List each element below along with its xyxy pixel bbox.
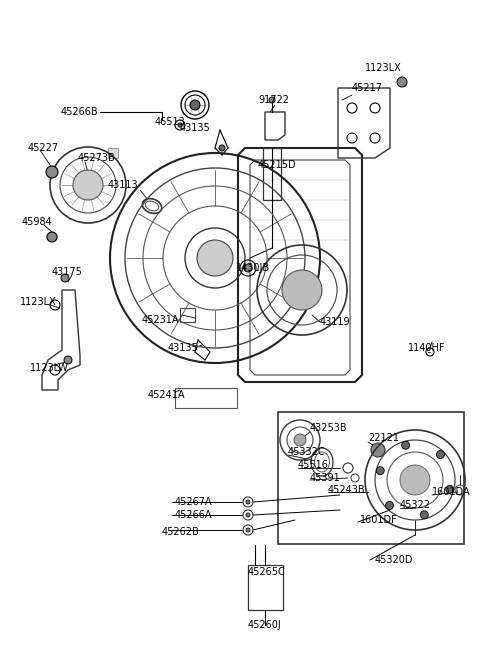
Circle shape — [397, 77, 407, 87]
Text: 91722: 91722 — [258, 95, 289, 105]
Text: 45332C: 45332C — [288, 447, 325, 457]
Circle shape — [446, 485, 454, 493]
Text: 22121: 22121 — [368, 433, 399, 443]
Bar — [175, 388, 237, 408]
Text: 43253B: 43253B — [310, 423, 348, 433]
Text: 45266B: 45266B — [60, 107, 98, 117]
Circle shape — [402, 441, 410, 449]
Bar — [263, 148, 281, 200]
Circle shape — [436, 451, 444, 459]
Text: 1123LW: 1123LW — [30, 363, 69, 373]
Circle shape — [294, 434, 306, 446]
Text: 1140HF: 1140HF — [408, 343, 445, 353]
Text: 45322: 45322 — [400, 500, 431, 510]
Text: 45267A: 45267A — [175, 497, 213, 507]
Text: 45516: 45516 — [298, 460, 329, 470]
Circle shape — [282, 270, 322, 310]
Text: 45262B: 45262B — [162, 527, 200, 537]
Circle shape — [197, 240, 233, 276]
Text: 45266A: 45266A — [175, 510, 213, 520]
Text: 1123LX: 1123LX — [365, 63, 402, 73]
Circle shape — [246, 500, 250, 504]
Text: 43113: 43113 — [108, 180, 139, 190]
Circle shape — [61, 274, 69, 282]
Bar — [248, 565, 283, 610]
Circle shape — [46, 166, 58, 178]
Circle shape — [385, 501, 394, 510]
Circle shape — [400, 465, 430, 495]
Text: 1123LX: 1123LX — [20, 297, 57, 307]
Text: 45241A: 45241A — [148, 390, 185, 400]
Circle shape — [246, 513, 250, 517]
Circle shape — [73, 170, 103, 200]
Circle shape — [244, 264, 252, 272]
Text: 45260J: 45260J — [248, 620, 282, 630]
Text: 1601DA: 1601DA — [432, 487, 470, 497]
Text: 43135: 43135 — [168, 343, 199, 353]
Text: 45217: 45217 — [352, 83, 383, 93]
Text: 45231A: 45231A — [142, 315, 180, 325]
Text: 43175: 43175 — [52, 267, 83, 277]
Text: 43119: 43119 — [320, 317, 350, 327]
Text: 45273B: 45273B — [78, 153, 116, 163]
Circle shape — [219, 145, 225, 151]
Text: 45391: 45391 — [310, 473, 341, 483]
Circle shape — [178, 123, 182, 127]
Bar — [278, 412, 464, 544]
Circle shape — [269, 97, 275, 103]
Text: 45984: 45984 — [22, 217, 53, 227]
Text: 45243B: 45243B — [328, 485, 366, 495]
Text: 45227: 45227 — [28, 143, 59, 153]
Circle shape — [376, 466, 384, 475]
Circle shape — [47, 232, 57, 242]
Circle shape — [190, 100, 200, 110]
Text: 45215D: 45215D — [258, 160, 297, 170]
Text: 43135: 43135 — [180, 123, 211, 133]
Text: 45320D: 45320D — [375, 555, 413, 565]
Circle shape — [420, 511, 428, 519]
Circle shape — [371, 443, 385, 457]
Circle shape — [246, 528, 250, 532]
Text: 46513: 46513 — [155, 117, 186, 127]
Text: 45265C: 45265C — [248, 567, 286, 577]
Text: 1430JB: 1430JB — [236, 263, 270, 273]
Text: 1601DF: 1601DF — [360, 515, 398, 525]
Polygon shape — [108, 148, 118, 158]
Circle shape — [64, 356, 72, 364]
